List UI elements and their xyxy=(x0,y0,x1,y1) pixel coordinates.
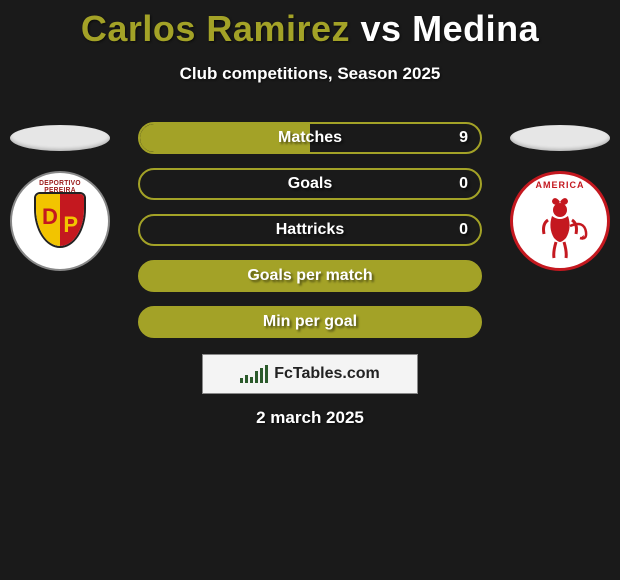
player2-slot: AMERICA xyxy=(510,125,610,271)
subtitle: Club competitions, Season 2025 xyxy=(0,64,620,84)
stat-label: Goals xyxy=(288,175,332,193)
club2-name-arc: AMERICA xyxy=(513,180,607,190)
club1-shield: DP xyxy=(34,192,86,248)
watermark-bars-icon xyxy=(240,365,268,383)
watermark-text: FcTables.com xyxy=(274,365,380,383)
player1-club-badge: DEPORTIVO PEREIRA DP xyxy=(10,171,110,271)
stat-value-right: 0 xyxy=(459,175,468,193)
watermark: FcTables.com xyxy=(202,354,418,394)
stat-label: Min per goal xyxy=(263,313,357,331)
stat-row: Hattricks 0 xyxy=(138,214,482,246)
stat-label: Hattricks xyxy=(276,221,344,239)
stat-row: Goals per match xyxy=(138,260,482,292)
devil-icon xyxy=(530,196,590,262)
date: 2 march 2025 xyxy=(0,408,620,428)
stat-rows: Matches 9 Goals 0 Hattricks 0 Goals per match M… xyxy=(138,122,482,352)
stat-row: Matches 9 xyxy=(138,122,482,154)
stat-row: Min per goal xyxy=(138,306,482,338)
stat-label: Matches xyxy=(278,129,342,147)
player1-name: Carlos Ramirez xyxy=(81,8,350,49)
stat-label: Goals per match xyxy=(247,267,372,285)
player1-avatar-placeholder xyxy=(10,125,110,151)
player2-avatar-placeholder xyxy=(510,125,610,151)
stat-value-right: 0 xyxy=(459,221,468,239)
comparison-title: Carlos Ramirez vs Medina xyxy=(0,0,620,50)
player1-slot: DEPORTIVO PEREIRA DP xyxy=(10,125,110,271)
player2-name: Medina xyxy=(412,8,539,49)
stat-value-right: 9 xyxy=(459,129,468,147)
stat-row: Goals 0 xyxy=(138,168,482,200)
vs-text: vs xyxy=(361,8,402,49)
player2-club-badge: AMERICA xyxy=(510,171,610,271)
